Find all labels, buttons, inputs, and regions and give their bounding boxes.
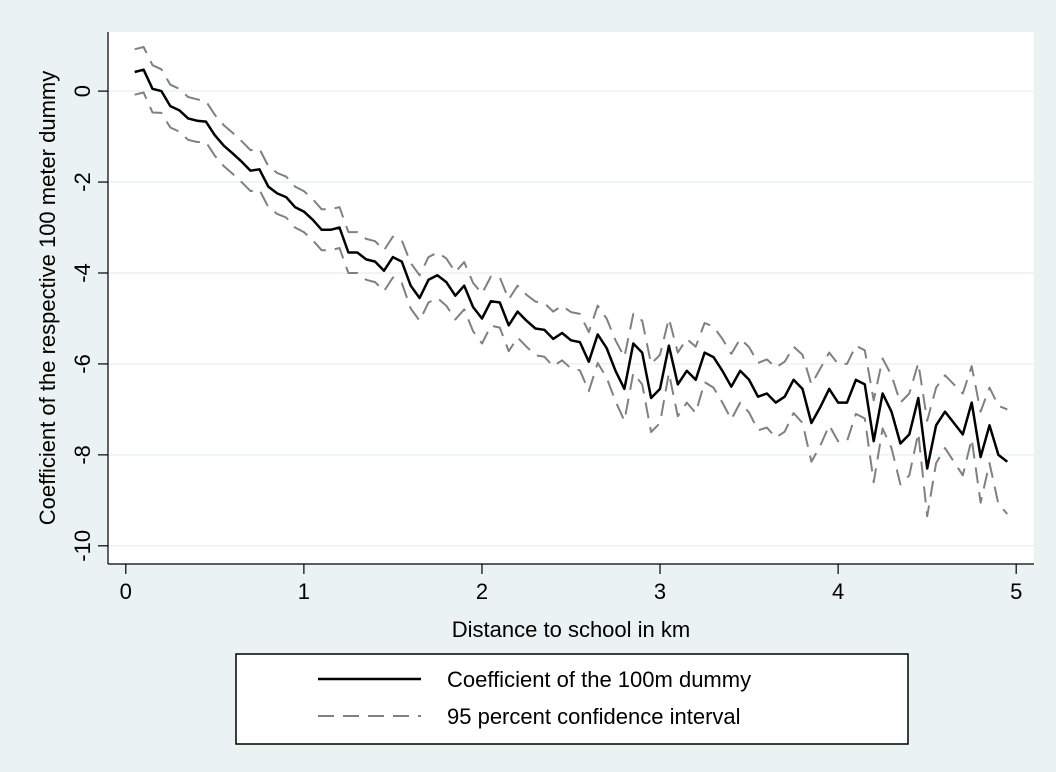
gridlines	[108, 90, 1034, 547]
y-tick-label: -8	[70, 445, 95, 465]
y-tick-label: -10	[70, 530, 95, 562]
x-axis-title: Distance to school in km	[452, 617, 690, 642]
y-axis-title: Coefficient of the respective 100 meter …	[35, 71, 60, 525]
axes: 0 -2 -4 -6 -8 -10 0 1 2 3 4 5	[70, 32, 1034, 604]
legend: Coefficient of the 100m dummy 95 percent…	[235, 653, 909, 745]
x-tick-label: 1	[298, 579, 310, 604]
y-tick-label: -2	[70, 172, 95, 192]
y-tick-label: -4	[70, 263, 95, 283]
legend-label-coefficient: Coefficient of the 100m dummy	[447, 667, 751, 692]
legend-label-confidence-interval: 95 percent confidence interval	[447, 704, 741, 729]
coefficient-line	[134, 68, 1009, 470]
ci-upper-line	[134, 46, 1008, 422]
series-lines	[134, 46, 1009, 518]
y-tick-label: -6	[70, 354, 95, 374]
x-tick-label: 3	[654, 579, 666, 604]
x-tick-label: 0	[120, 579, 132, 604]
legend-box	[235, 653, 909, 745]
plot-area	[108, 32, 1034, 564]
x-tick-label: 5	[1010, 579, 1022, 604]
y-tick-label: 0	[70, 85, 95, 97]
ci-lower-line	[134, 91, 1009, 518]
x-tick-label: 4	[832, 579, 844, 604]
x-tick-label: 2	[476, 579, 488, 604]
